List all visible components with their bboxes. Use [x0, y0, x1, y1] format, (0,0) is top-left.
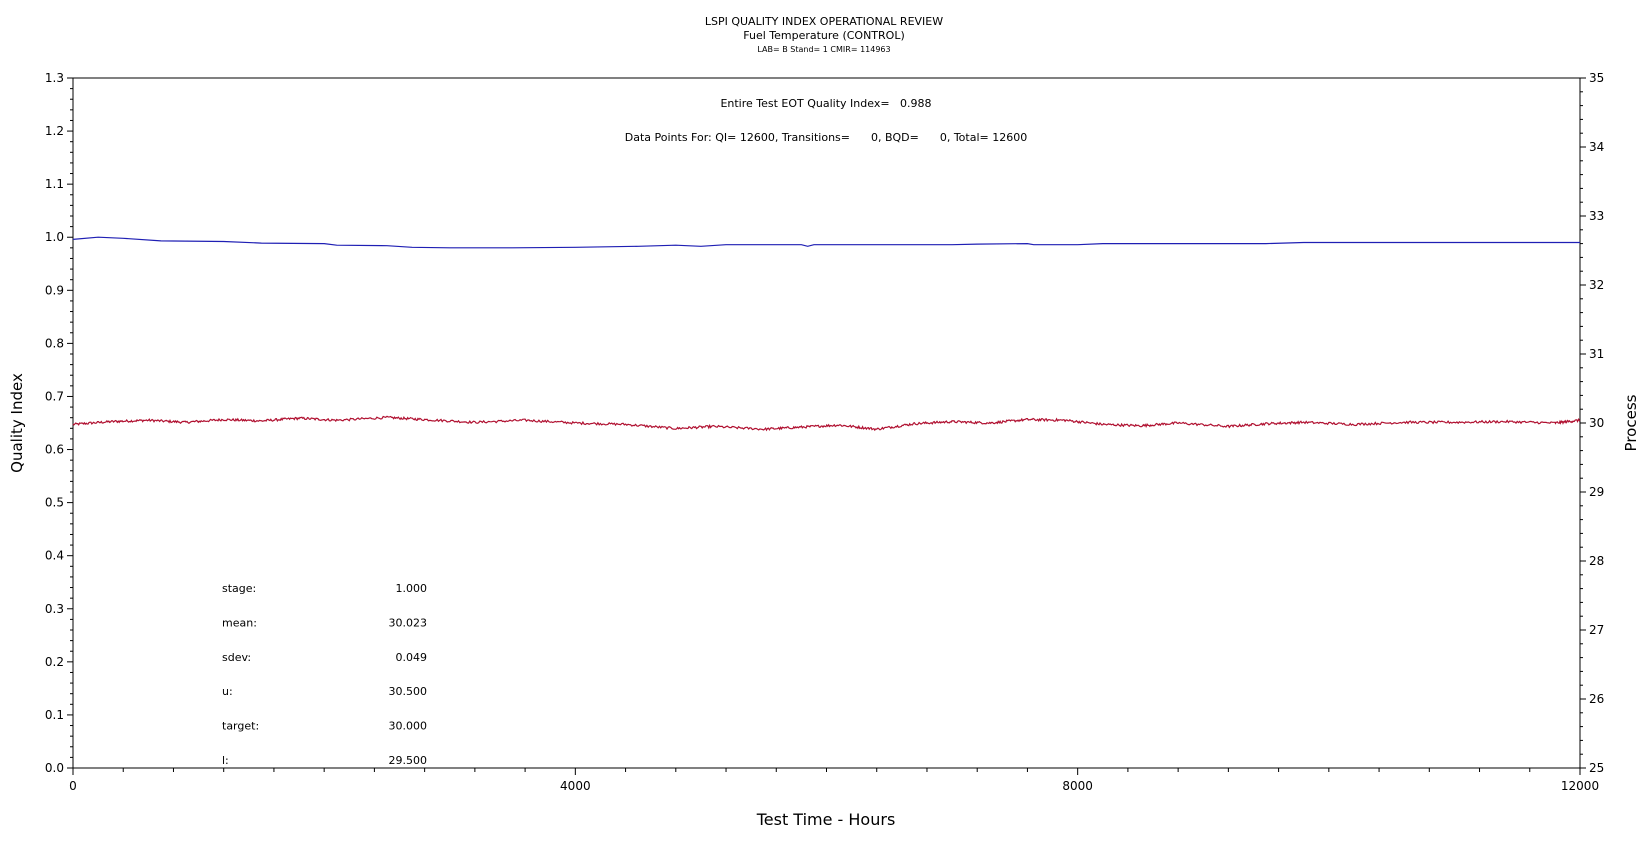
series-line-process — [72, 415, 1581, 432]
y-right-tick-label: 32 — [1589, 278, 1604, 292]
stat-label: l: — [222, 754, 229, 767]
y-right-tick-label: 28 — [1589, 554, 1604, 568]
y-right-tick-label: 35 — [1589, 71, 1604, 85]
series-layer — [72, 236, 1581, 432]
y-left-tick-label: 1.3 — [45, 71, 64, 85]
stat-label: target: — [222, 720, 259, 733]
y-left-tick-label: 0.3 — [45, 602, 64, 616]
y-right-tick-label: 29 — [1589, 485, 1604, 499]
x-tick-label: 8000 — [1062, 779, 1093, 793]
y-axis-right-label: Process — [1622, 394, 1640, 451]
chart-subtitle: Fuel Temperature (CONTROL) — [743, 29, 905, 42]
y-left-tick-label: 0.7 — [45, 389, 64, 403]
y-left-tick-label: 1.0 — [45, 230, 64, 244]
stats-table: stage: 1.000 mean: 30.023 sdev: 0.049 u: 30.500… — [222, 582, 427, 767]
chart-subsubtitle: LAB= B Stand= 1 CMIR= 114963 — [757, 45, 890, 54]
eot-quality-index: Entire Test EOT Quality Index= 0.988 — [720, 97, 931, 110]
stat-value: 0.049 — [396, 651, 428, 664]
y-left-tick-label: 0.1 — [45, 708, 64, 722]
stat-value: 1.000 — [396, 582, 428, 595]
stat-label: mean: — [222, 616, 257, 629]
y-right-tick-label: 27 — [1589, 623, 1604, 637]
y-left-tick-label: 0.6 — [45, 443, 64, 457]
chart-title: LSPI QUALITY INDEX OPERATIONAL REVIEW — [705, 15, 943, 28]
y-right-tick-label: 33 — [1589, 209, 1604, 223]
x-tick-label: 12000 — [1561, 779, 1599, 793]
y-axis-left-label: Quality Index — [8, 373, 26, 473]
y-left-tick-label: 1.2 — [45, 124, 64, 138]
y-left-tick-label: 1.1 — [45, 177, 64, 191]
bottom-axis: 0 4000 8000 12000 — [69, 768, 1599, 793]
x-axis-label: Test Time - Hours — [756, 810, 896, 829]
data-points-summary: Data Points For: QI= 12600, Transitions=… — [625, 131, 1027, 144]
stat-label: u: — [222, 685, 233, 698]
series-line-quality-index — [72, 236, 1580, 249]
y-left-tick-label: 0.8 — [45, 336, 64, 350]
y-left-tick-label: 0.4 — [45, 549, 64, 563]
stat-value: 30.000 — [389, 720, 428, 733]
x-tick-label: 0 — [69, 779, 77, 793]
stat-value: 30.023 — [389, 616, 428, 629]
y-left-tick-label: 0.9 — [45, 283, 64, 297]
y-right-tick-label: 31 — [1589, 347, 1604, 361]
stat-label: stage: — [222, 582, 256, 595]
y-right-tick-label: 25 — [1589, 761, 1604, 775]
stat-value: 30.500 — [389, 685, 428, 698]
y-right-tick-label: 30 — [1589, 416, 1604, 430]
y-right-tick-label: 26 — [1589, 692, 1604, 706]
y-left-tick-label: 0.0 — [45, 761, 64, 775]
right-axis: 25 26 27 28 29 30 31 32 33 34 35 — [1580, 71, 1604, 775]
y-left-tick-label: 0.5 — [45, 496, 64, 510]
y-left-tick-label: 0.2 — [45, 655, 64, 669]
y-right-tick-label: 34 — [1589, 140, 1604, 154]
left-axis: 0.0 0.1 0.2 0.3 0.4 0.5 0.6 0.7 0.8 0.9 1.0 1.1 1.2 1… — [45, 71, 73, 775]
stat-label: sdev: — [222, 651, 251, 664]
x-tick-label: 4000 — [560, 779, 591, 793]
stat-value: 29.500 — [389, 754, 428, 767]
